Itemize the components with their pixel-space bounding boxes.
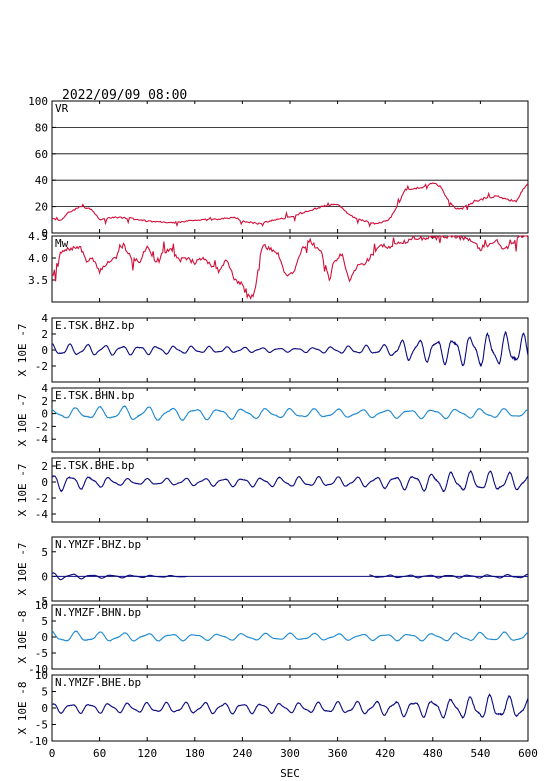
x-tick-label: 360 xyxy=(328,747,348,760)
series-line xyxy=(51,330,529,368)
y-tick-label: 0 xyxy=(41,476,48,489)
panel-e-tsk-bhe-bp: -4 -2 0 2 E.TSK.BHE.bp X 10E -7 xyxy=(16,457,529,523)
y-tick-label: 5 xyxy=(41,686,48,699)
y-axis-label: X 10E -7 xyxy=(16,543,29,596)
y-tick-label: 2 xyxy=(41,395,48,408)
y-tick-label: 100 xyxy=(28,95,48,108)
panel-n-ymzf-bhz-bp: -5 0 5 N.YMZF.BHZ.bp X 10E -7 xyxy=(16,536,529,608)
x-tick-label: 0 xyxy=(49,747,56,760)
panel-n-ymzf-bhe-bp: -10 -5 0 5 10 N.YMZF.BHE.bp X 10E -8 xyxy=(16,669,529,748)
panels: 020406080100VR3.54.04.5Mw-2024E.TSK.BHZ.… xyxy=(16,95,529,748)
x-tick-label: 240 xyxy=(232,747,252,760)
panel-title: Mw xyxy=(55,237,69,250)
y-tick-label: 80 xyxy=(35,121,48,134)
y-tick-label: 4.0 xyxy=(28,252,48,265)
y-tick-label: 0 xyxy=(41,227,48,240)
x-tick-label: 120 xyxy=(137,747,157,760)
panel-frame xyxy=(51,235,529,303)
x-tick-label: 300 xyxy=(280,747,300,760)
panel-title: N.YMZF.BHN.bp xyxy=(55,606,141,619)
series-line xyxy=(51,572,528,581)
panel-title: N.YMZF.BHE.bp xyxy=(55,676,141,689)
datetime-label: 2022/09/09 08:00 xyxy=(62,88,187,103)
x-tick-label: 600 xyxy=(518,747,538,760)
y-tick-label: 2 xyxy=(41,328,48,341)
x-tick-label: 60 xyxy=(93,747,106,760)
y-axis-label: X 10E -7 xyxy=(16,324,29,377)
y-tick-label: 3.5 xyxy=(28,274,48,287)
y-axis-label: X 10E -8 xyxy=(16,682,29,735)
y-tick-label: 0 xyxy=(41,570,48,583)
y-tick-label: 40 xyxy=(35,174,48,187)
x-tick-label: 540 xyxy=(470,747,490,760)
y-tick-label: -10 xyxy=(28,735,48,748)
panel-title: VR xyxy=(55,102,69,115)
panel-title: N.YMZF.BHZ.bp xyxy=(55,538,141,551)
y-tick-label: 10 xyxy=(35,669,48,682)
y-tick-label: -2 xyxy=(35,492,48,505)
y-tick-label: 60 xyxy=(35,148,48,161)
panel-title: E.TSK.BHZ.bp xyxy=(55,319,134,332)
panel-mw: 3.5 4.0 4.5 Mw xyxy=(28,230,529,303)
y-axis-label: X 10E -7 xyxy=(16,464,29,517)
y-tick-label: 5 xyxy=(41,546,48,559)
y-tick-label: 10 xyxy=(35,599,48,612)
y-tick-label: 5 xyxy=(41,615,48,628)
y-tick-label: 2 xyxy=(41,460,48,473)
series-line xyxy=(51,234,529,300)
y-tick-label: -2 xyxy=(35,420,48,433)
y-tick-label: 4 xyxy=(41,382,48,395)
panel-e-tsk-bhz-bp: -2 0 2 4 E.TSK.BHZ.bp X 10E -7 xyxy=(16,312,529,383)
y-axis-label: X 10E -7 xyxy=(16,394,29,447)
y-tick-label: -5 xyxy=(35,647,48,660)
series-line xyxy=(51,470,529,493)
y-tick-label: 4.5 xyxy=(28,230,48,243)
y-tick-label: -10 xyxy=(28,663,48,676)
series-line xyxy=(51,693,529,719)
x-tick-label: 180 xyxy=(185,747,205,760)
y-tick-label: -5 xyxy=(35,595,48,608)
y-axis-label: X 10E -8 xyxy=(16,611,29,664)
x-axis-label: SEC xyxy=(280,767,300,780)
y-tick-label: 0 xyxy=(41,408,48,421)
y-tick-label: -2 xyxy=(35,360,48,373)
y-tick-label: -5 xyxy=(35,719,48,732)
y-tick-label: 0 xyxy=(41,702,48,715)
panel-title: E.TSK.BHN.bp xyxy=(55,389,134,402)
series-line xyxy=(51,630,529,642)
y-tick-label: 20 xyxy=(35,201,48,214)
series-line xyxy=(51,405,528,421)
x-tick-label: 480 xyxy=(423,747,443,760)
panel-n-ymzf-bhn-bp: -10 -5 0 5 10 N.YMZF.BHN.bp X 10E -8 xyxy=(16,599,529,676)
panel-frame xyxy=(51,100,529,234)
y-tick-label: 0 xyxy=(41,631,48,644)
x-axis: 0 60 120 180 240 300 360 420 480 540 600 xyxy=(49,747,538,760)
y-tick-label: -4 xyxy=(35,508,49,521)
panel-title: E.TSK.BHE.bp xyxy=(55,459,134,472)
x-tick-label: 420 xyxy=(375,747,395,760)
panel-vr: 0 20 40 60 80 100 VR xyxy=(28,95,529,240)
y-tick-label: 4 xyxy=(41,312,48,325)
series-line xyxy=(52,182,529,228)
y-tick-label: -4 xyxy=(35,433,49,446)
y-tick-label: 0 xyxy=(41,344,48,357)
